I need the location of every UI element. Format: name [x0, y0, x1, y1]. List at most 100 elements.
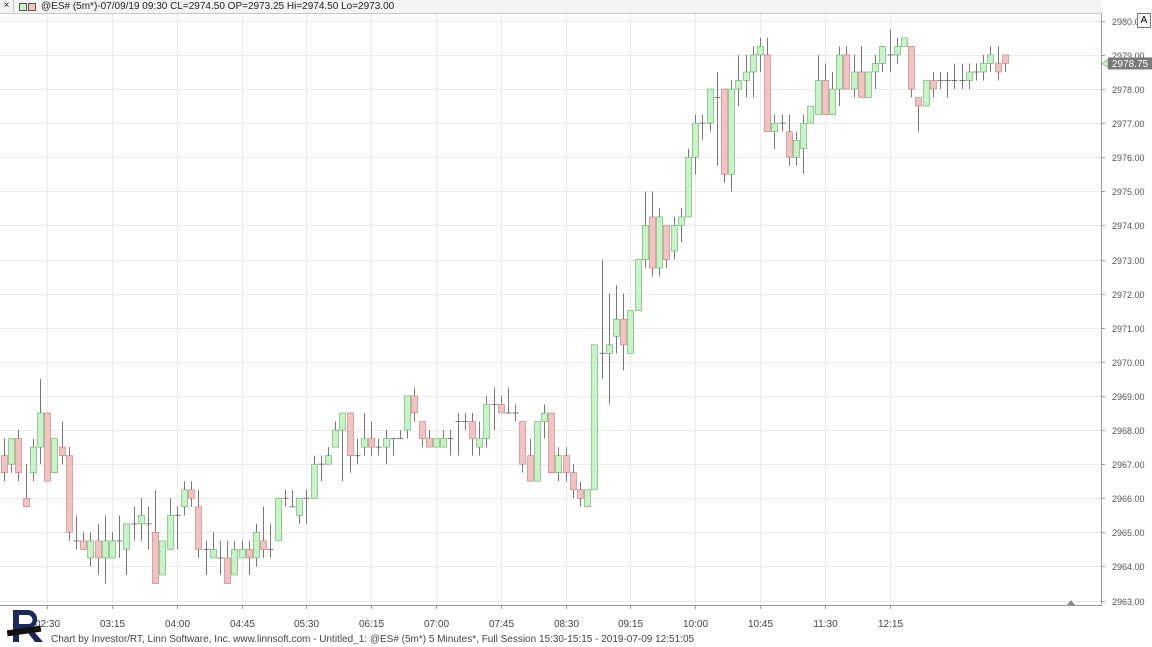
candle[interactable] [627, 310, 634, 354]
candle[interactable] [1002, 54, 1009, 72]
candle[interactable] [116, 515, 123, 558]
candle[interactable] [361, 413, 368, 456]
candle[interactable] [966, 63, 973, 90]
candle[interactable] [750, 46, 757, 98]
candle[interactable] [829, 71, 836, 115]
candle[interactable] [411, 387, 418, 422]
candle[interactable] [642, 191, 649, 269]
candle[interactable] [174, 506, 181, 550]
candle[interactable] [195, 489, 202, 558]
candle[interactable] [246, 540, 253, 576]
candle[interactable] [217, 540, 224, 576]
candle[interactable] [771, 114, 778, 149]
candle[interactable] [980, 54, 987, 81]
candle[interactable] [663, 225, 670, 269]
candle[interactable] [447, 430, 454, 456]
candle[interactable] [987, 46, 994, 72]
up-bar-color-icon[interactable] [19, 3, 27, 11]
candle[interactable] [764, 37, 771, 132]
candle[interactable] [548, 412, 555, 473]
candle[interactable] [901, 37, 908, 47]
candle[interactable] [66, 447, 73, 541]
candle[interactable] [498, 395, 505, 414]
candle[interactable] [714, 71, 721, 166]
candle[interactable] [282, 489, 289, 507]
candle[interactable] [807, 105, 814, 124]
candle[interactable] [368, 421, 375, 456]
candle[interactable] [426, 430, 433, 448]
candle[interactable] [872, 54, 879, 90]
candle[interactable] [404, 395, 411, 439]
candle[interactable] [260, 506, 267, 558]
candle[interactable] [347, 412, 354, 473]
candle[interactable] [419, 421, 426, 448]
candle[interactable] [275, 497, 282, 542]
candle[interactable] [851, 54, 858, 98]
candle[interactable] [743, 54, 750, 98]
candle[interactable] [728, 80, 735, 192]
autoscale-button[interactable]: A [1137, 13, 1151, 28]
candle[interactable] [656, 208, 663, 277]
candle[interactable] [30, 438, 37, 482]
candle[interactable] [123, 523, 130, 576]
candle[interactable] [692, 114, 699, 175]
candle[interactable] [8, 438, 15, 473]
candle[interactable] [541, 404, 548, 439]
candle[interactable] [231, 540, 238, 576]
candle[interactable] [296, 497, 303, 524]
candle[interactable] [786, 114, 793, 166]
candle[interactable] [73, 515, 80, 550]
candle[interactable] [354, 438, 361, 465]
time-axis[interactable]: 02:30 03:15 04:00 04:45 05:30 06:15 07:00 07:45… [35, 605, 903, 630]
candle[interactable] [289, 489, 296, 508]
candle[interactable] [836, 46, 843, 107]
candle[interactable] [138, 498, 145, 541]
candle[interactable] [584, 489, 591, 508]
candle[interactable] [570, 464, 577, 499]
candle[interactable] [915, 97, 922, 132]
candle[interactable] [887, 29, 894, 72]
candle[interactable] [822, 63, 829, 115]
candle[interactable] [239, 540, 246, 559]
down-bar-color-icon[interactable] [28, 3, 36, 11]
candle[interactable] [383, 430, 390, 465]
candle[interactable] [311, 455, 318, 499]
candle[interactable] [930, 71, 937, 98]
candle[interactable] [757, 37, 764, 72]
candle[interactable] [59, 421, 66, 465]
candle[interactable] [620, 293, 627, 371]
candle[interactable] [131, 506, 138, 541]
candle[interactable] [944, 71, 951, 98]
candle[interactable] [80, 532, 87, 550]
candle[interactable] [440, 430, 447, 448]
candle[interactable] [325, 447, 332, 465]
candle[interactable] [858, 46, 865, 98]
candle[interactable] [188, 481, 195, 507]
candle[interactable] [167, 498, 174, 550]
candle[interactable] [779, 114, 786, 132]
candle[interactable] [375, 438, 382, 456]
candle[interactable] [181, 481, 188, 516]
candle[interactable] [203, 540, 210, 576]
candle[interactable] [455, 413, 462, 456]
candle[interactable] [491, 387, 498, 431]
candle[interactable] [109, 532, 116, 559]
candle[interactable] [159, 540, 166, 576]
candle[interactable] [843, 46, 850, 90]
candle[interactable] [253, 523, 260, 567]
price-axis[interactable]: 2963.00 2964.00 2965.00 2966.00 2967.00 2968.… [1101, 17, 1145, 607]
scroll-end-marker-icon[interactable] [1067, 600, 1075, 605]
candle[interactable] [678, 208, 685, 243]
candle[interactable] [37, 378, 44, 465]
candle[interactable] [951, 63, 958, 90]
candle[interactable] [908, 46, 915, 98]
candle[interactable] [95, 523, 102, 576]
candle[interactable] [145, 506, 152, 550]
candle[interactable] [23, 464, 30, 508]
candle[interactable] [512, 404, 519, 422]
candle[interactable] [937, 71, 944, 90]
candle[interactable] [707, 88, 714, 132]
candle[interactable] [591, 344, 598, 491]
candle[interactable] [577, 481, 584, 507]
